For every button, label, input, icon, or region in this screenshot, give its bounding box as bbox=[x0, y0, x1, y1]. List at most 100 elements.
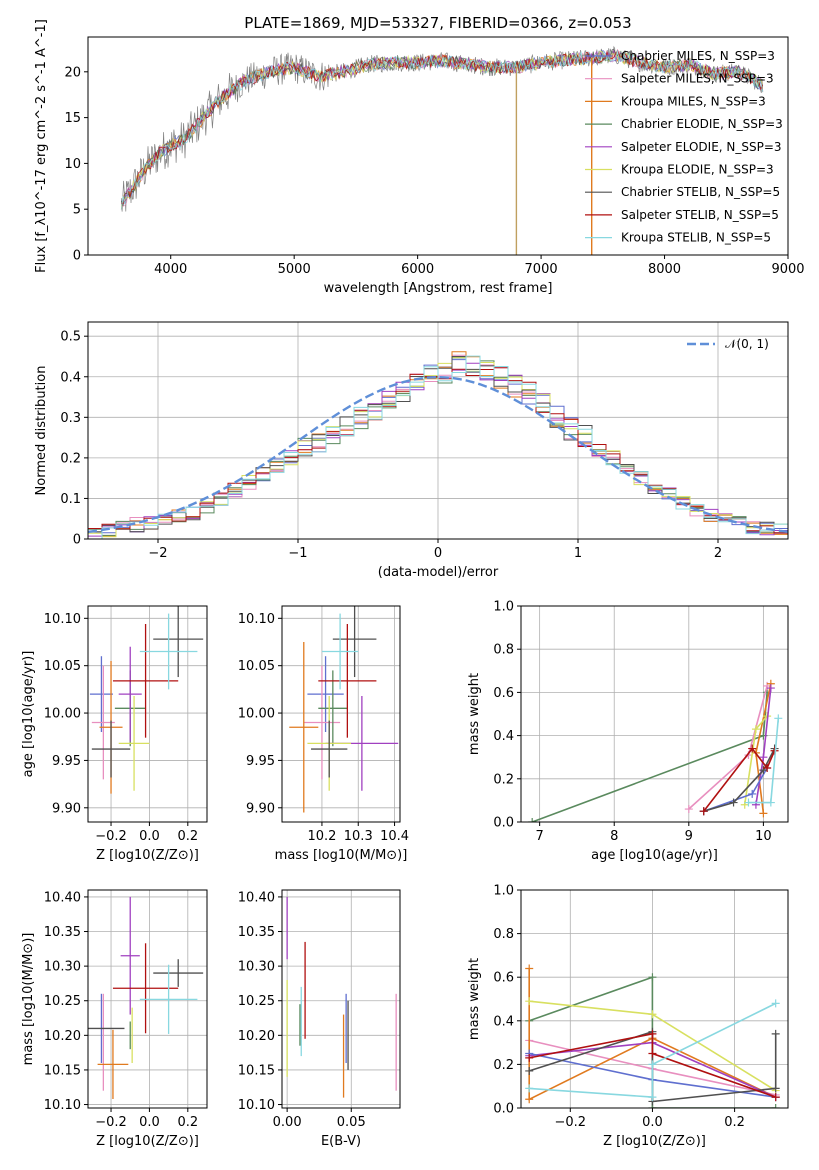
y-tick-label: 1.0 bbox=[493, 600, 514, 615]
plot-area bbox=[525, 964, 780, 1108]
x-tick-label: 9000 bbox=[771, 262, 804, 277]
weight-line bbox=[703, 747, 776, 812]
weight-marker bbox=[771, 999, 780, 1008]
y-tick-label: 5 bbox=[73, 203, 81, 218]
x-axis-label: wavelength [Angstrom, rest frame] bbox=[324, 281, 553, 296]
weight-marker bbox=[774, 714, 783, 723]
legend-label: 𝒩(0, 1) bbox=[725, 337, 769, 351]
y-tick-label: 9.95 bbox=[52, 754, 81, 769]
y-tick-label: 0.2 bbox=[493, 772, 514, 787]
axes-frame bbox=[87, 605, 208, 823]
axes-frame bbox=[87, 36, 789, 256]
weight-marker bbox=[525, 1095, 534, 1104]
y-axis-label: mass [log10(M/M⊙)] bbox=[21, 933, 36, 1066]
weight-marker bbox=[648, 1093, 657, 1102]
weight-marker bbox=[648, 1049, 657, 1058]
weight-marker bbox=[771, 1084, 780, 1093]
y-tick-label: 10.40 bbox=[44, 890, 81, 905]
plot-area bbox=[88, 896, 204, 1100]
gaussian-curve bbox=[88, 375, 788, 534]
y-tick-label: 10.15 bbox=[44, 1063, 81, 1078]
weight-marker bbox=[648, 1029, 657, 1038]
y-tick-label: 0.5 bbox=[60, 330, 81, 345]
y-tick-label: 9.90 bbox=[52, 801, 81, 816]
weight-marker bbox=[740, 800, 749, 809]
x-axis-label: age [log10(age/yr)] bbox=[591, 848, 718, 863]
y-tick-label: 10.10 bbox=[44, 612, 81, 627]
x-tick-label: −2 bbox=[148, 546, 167, 561]
y-tick-label: 10.05 bbox=[44, 659, 81, 674]
chart-spectrum: 4000 5000 6000 7000 8000 9000 0 5 10 15 20 waveleng… bbox=[34, 14, 805, 296]
y-tick-label: 10.00 bbox=[238, 707, 275, 722]
chart-weight_vs_age: 7 8 9 10 0.0 0.2 0.4 0.6 0.8 1.0 age [log10(age/yr… bbox=[467, 600, 789, 863]
weight-marker bbox=[759, 753, 768, 762]
x-tick-label: 7000 bbox=[525, 262, 558, 277]
legend-label: Chabrier MILES, N_SSP=3 bbox=[621, 49, 775, 63]
y-tick-label: 0 bbox=[73, 533, 81, 548]
chart-age_vs_Z: −0.2 0.0 0.2 9.90 9.95 10.00 10.05 10.10 Z [log1… bbox=[21, 605, 208, 863]
y-tick-label: 10.30 bbox=[238, 960, 275, 975]
legend-label: Kroupa STELIB, N_SSP=5 bbox=[621, 231, 771, 245]
weight-marker bbox=[759, 809, 768, 818]
plot-area bbox=[286, 896, 397, 1098]
y-tick-label: 10.40 bbox=[238, 890, 275, 905]
y-tick-label: 0.2 bbox=[60, 451, 81, 466]
plot-area bbox=[89, 606, 204, 794]
weight-line bbox=[688, 685, 768, 810]
y-tick-label: 0.2 bbox=[493, 1058, 514, 1073]
x-tick-label: 0.0 bbox=[642, 1115, 663, 1130]
y-tick-label: 9.95 bbox=[246, 754, 275, 769]
y-tick-label: 1.0 bbox=[493, 884, 514, 899]
x-axis-label: Z [log10(Z/Z⊙)] bbox=[96, 848, 199, 863]
y-tick-label: 10.05 bbox=[238, 659, 275, 674]
x-tick-label: 10.4 bbox=[380, 829, 409, 844]
y-axis-label: mass weight bbox=[467, 958, 482, 1040]
chart-mass_vs_EBV: 0.00 0.05 10.10 10.15 10.20 10.25 10.30 10.35 10… bbox=[238, 889, 401, 1149]
weight-line bbox=[529, 1002, 777, 1098]
x-axis-label: Z [log10(Z/Z⊙)] bbox=[603, 1134, 706, 1149]
y-tick-label: 10.10 bbox=[44, 1098, 81, 1113]
y-tick-label: 10.25 bbox=[44, 994, 81, 1009]
weight-marker bbox=[771, 1093, 780, 1102]
weight-marker bbox=[684, 805, 693, 814]
y-tick-label: 0.4 bbox=[493, 1014, 514, 1029]
weight-marker bbox=[525, 997, 534, 1006]
x-axis-label: (data-model)/error bbox=[378, 565, 499, 580]
x-tick-label: 0.0 bbox=[139, 829, 160, 844]
weight-marker bbox=[766, 684, 775, 693]
weight-marker bbox=[528, 818, 537, 822]
y-tick-label: 10.25 bbox=[238, 994, 275, 1009]
y-tick-label: 15 bbox=[64, 111, 81, 126]
y-tick-label: 10.30 bbox=[44, 960, 81, 975]
y-tick-label: 0.0 bbox=[493, 1102, 514, 1117]
weight-marker bbox=[766, 798, 775, 807]
legend-label: Kroupa ELODIE, N_SSP=3 bbox=[621, 163, 774, 177]
weight-marker bbox=[751, 725, 760, 734]
x-tick-label: 0.05 bbox=[337, 1115, 366, 1130]
x-tick-label: 1 bbox=[574, 546, 582, 561]
legend-label: Chabrier ELODIE, N_SSP=3 bbox=[621, 117, 783, 131]
y-tick-label: 10.35 bbox=[238, 925, 275, 940]
x-tick-label: 10.2 bbox=[307, 829, 336, 844]
chart-residuals: −2 −1 0 1 2 0 0.1 0.2 0.3 0.4 0.5 (data-model)/erro… bbox=[34, 321, 789, 580]
y-tick-label: 10 bbox=[64, 157, 81, 172]
weight-marker bbox=[525, 964, 534, 973]
y-tick-label: 0.1 bbox=[60, 492, 81, 507]
y-tick-label: 0.8 bbox=[493, 643, 514, 658]
weight-marker bbox=[525, 1066, 534, 1075]
x-tick-label: 0.2 bbox=[177, 1115, 198, 1130]
weight-marker bbox=[525, 1053, 534, 1062]
legend-label: Salpeter STELIB, N_SSP=5 bbox=[621, 208, 779, 222]
y-axis-label: Normed distribution bbox=[34, 366, 49, 496]
x-tick-label: 10 bbox=[755, 829, 772, 844]
x-axis-label: E(B-V) bbox=[321, 1134, 361, 1149]
y-tick-label: 10.20 bbox=[238, 1029, 275, 1044]
legend: Chabrier MILES, N_SSP=3 Salpeter MILES, N… bbox=[585, 49, 783, 245]
axes-frame bbox=[520, 605, 789, 823]
x-tick-label: 0 bbox=[434, 546, 442, 561]
x-tick-label: 10.3 bbox=[344, 829, 373, 844]
plot-area bbox=[120, 45, 764, 255]
x-tick-label: 8000 bbox=[648, 262, 681, 277]
y-axis-label: Flux [f_λ10^-17 erg cm^-2 s^-1 A^-1] bbox=[34, 19, 49, 273]
